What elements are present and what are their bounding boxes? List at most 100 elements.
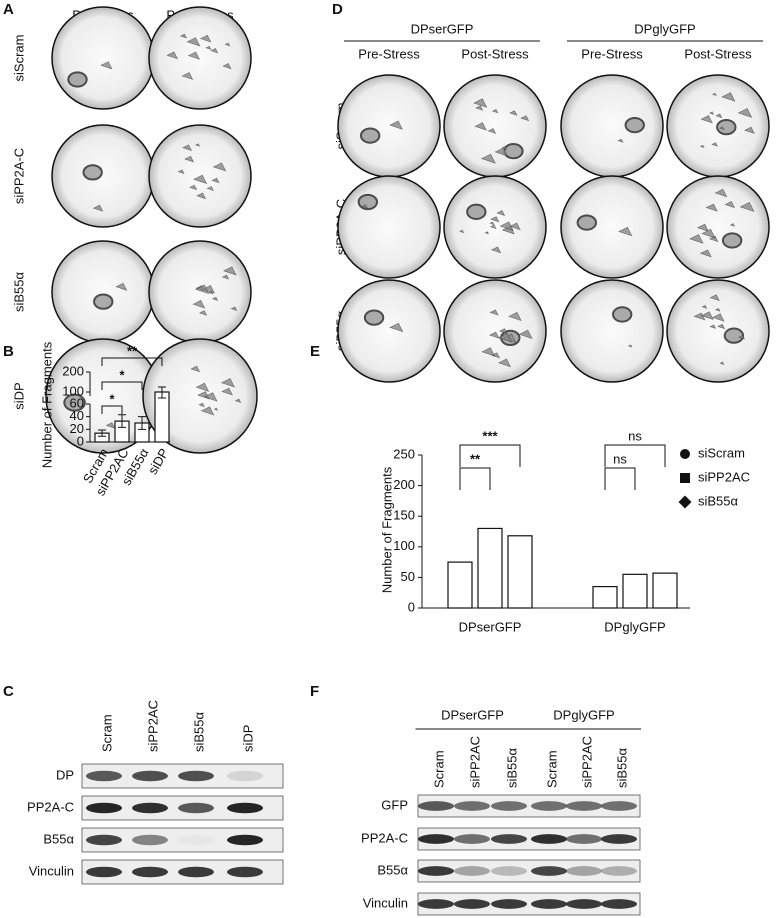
cell-sheet <box>716 118 737 136</box>
fragment <box>724 201 735 209</box>
fragment <box>459 229 465 234</box>
fragment <box>491 108 499 114</box>
blot-band <box>418 801 454 811</box>
error-bar <box>98 429 106 437</box>
cell-sheet <box>624 116 645 134</box>
fragment <box>738 334 745 340</box>
fragment <box>709 324 717 329</box>
fragment <box>618 226 633 237</box>
fragment <box>199 34 212 43</box>
y-tick-label: 40 <box>70 408 84 423</box>
cell-sheet <box>612 306 633 323</box>
fragment <box>700 311 714 321</box>
fragment <box>190 365 201 373</box>
legend-label: siB55α <box>698 493 739 508</box>
error-bar <box>158 386 166 399</box>
fragment <box>627 344 633 348</box>
panel-label: D <box>332 1 343 18</box>
error-bar <box>118 414 126 428</box>
fragment <box>709 294 720 302</box>
blot-band <box>491 899 527 909</box>
y-tick-label: 20 <box>70 421 84 436</box>
fragment <box>474 122 487 131</box>
fragment <box>699 144 705 149</box>
fragment <box>473 98 488 108</box>
y-tick-label: 150 <box>393 508 415 523</box>
fragment <box>497 332 513 343</box>
fragment <box>481 347 496 357</box>
lane-label: siB55α <box>614 747 629 788</box>
culture-well <box>560 74 664 178</box>
fragment <box>177 169 185 175</box>
fragment <box>180 33 187 39</box>
lane-label: siPP2AC <box>145 700 160 752</box>
bar <box>652 572 678 609</box>
row-label: siPP2A-C <box>11 148 26 204</box>
blot-band <box>86 866 122 878</box>
blot-band <box>132 802 168 814</box>
fragment <box>729 223 736 227</box>
bar <box>622 573 648 609</box>
blot-label: B55α <box>43 831 74 846</box>
fragment <box>487 128 497 134</box>
fragment <box>166 51 178 60</box>
fragment <box>714 308 721 312</box>
group-header: DPglyGFP <box>634 21 695 36</box>
blot-band <box>491 834 527 844</box>
fragment <box>195 284 210 295</box>
blot-label: PP2A-C <box>361 830 408 845</box>
fragment <box>701 228 716 239</box>
y-axis-label: Number of Fragments <box>39 341 54 468</box>
fragment <box>520 115 530 122</box>
blot-band <box>454 834 490 844</box>
fragment <box>184 155 195 163</box>
fragment <box>475 105 484 111</box>
group-header: DPserGFP <box>441 707 504 722</box>
cell-sheet <box>359 127 381 144</box>
y-tick-label: 100 <box>62 383 84 398</box>
culture-well <box>337 175 441 279</box>
fragment <box>719 126 725 131</box>
bar <box>507 535 533 609</box>
blot-label: PP2A-C <box>27 799 74 814</box>
fragment <box>195 382 210 392</box>
culture-well <box>560 175 664 279</box>
group-header: DPglyGFP <box>553 707 614 722</box>
fragment <box>198 402 205 408</box>
fragment <box>489 221 495 226</box>
panel-label: E <box>310 343 320 360</box>
legend-label: siPP2AC <box>698 469 750 484</box>
cell-sheet <box>363 309 385 326</box>
fragment <box>222 266 237 276</box>
x-tick-label: DPserGFP <box>459 619 522 634</box>
culture-well <box>337 74 441 178</box>
blot-band <box>566 834 602 844</box>
fragment <box>689 234 704 244</box>
column-header: Pre-Stress <box>358 46 420 61</box>
cell-sheet <box>576 214 597 231</box>
fragment <box>220 378 235 388</box>
blot-band <box>566 866 602 876</box>
fragment <box>221 387 233 396</box>
fragment <box>737 108 753 118</box>
panel-label: B <box>3 343 14 360</box>
culture-well <box>560 279 664 383</box>
fragment <box>494 147 509 157</box>
fragment <box>711 142 718 147</box>
blot-band <box>531 834 567 844</box>
fragment <box>206 186 214 191</box>
significance-bracket <box>101 405 123 414</box>
fragment <box>699 249 712 258</box>
fragment <box>221 274 230 280</box>
fragment <box>200 406 215 416</box>
significance-label: ns <box>613 451 627 466</box>
cell-sheet <box>721 232 743 249</box>
blot-band <box>132 770 168 782</box>
blot-band <box>86 834 122 846</box>
fragment <box>744 126 755 134</box>
fragment <box>499 221 514 231</box>
culture-well <box>443 279 547 383</box>
fragment <box>230 306 238 311</box>
fragment <box>705 203 718 212</box>
significance-bracket <box>459 467 491 490</box>
